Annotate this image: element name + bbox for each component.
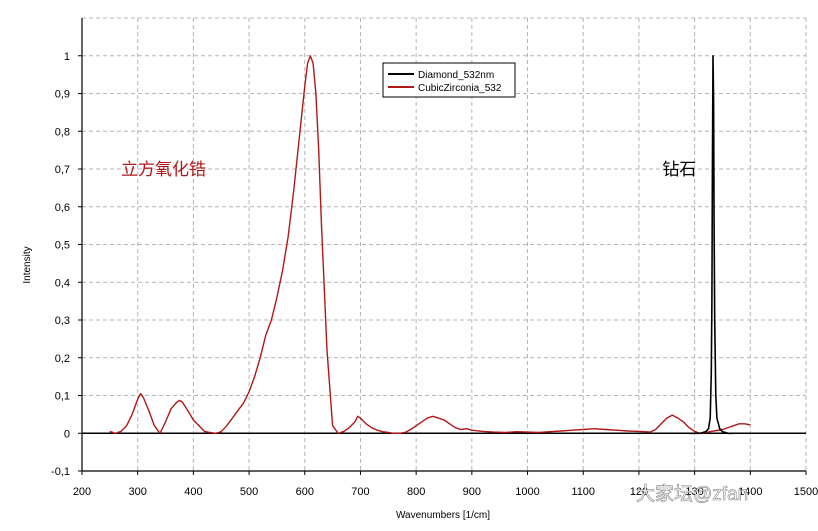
series-layer: [109, 55, 751, 435]
series-line-diamond: [689, 55, 734, 435]
legend-box: [382, 62, 516, 98]
x-axis-label: Wavenumbers [1/cm]: [396, 510, 490, 521]
y-tick-label: 0,5: [55, 240, 70, 252]
annotation-cubic-zirconia: 立方氧化锆: [121, 160, 206, 179]
y-tick-label: 0,9: [55, 89, 70, 101]
series-line-cubic-zirconia: [109, 55, 751, 434]
tick-labels: 200 300 400 500 600 700 800 900 1000 1100 120 130 14…: [51, 51, 818, 498]
x-tick-label: 120: [630, 486, 648, 498]
x-tick-label: 500: [240, 486, 258, 498]
y-tick-label: 0,8: [55, 126, 70, 138]
y-tick-label: 1: [64, 51, 70, 63]
y-tick-label: 0,7: [55, 164, 70, 176]
x-tick-label: 600: [296, 486, 314, 498]
y-tick-label: 0,2: [55, 353, 70, 365]
y-tick-label: 0,3: [55, 315, 70, 327]
legend-label-cubic-zirconia: CubicZirconia_532: [418, 83, 502, 94]
axes: [78, 18, 807, 475]
legend-label-diamond: Diamond_532nm: [418, 70, 494, 81]
y-tick-label: 0,6: [55, 202, 70, 214]
y-tick-label: 0,4: [55, 277, 70, 289]
y-tick-label: 0,1: [55, 391, 70, 403]
x-tick-label: 400: [184, 486, 202, 498]
annotation-diamond: 钻石: [662, 160, 696, 179]
x-tick-label: 900: [463, 486, 481, 498]
y-axis-label: Intensity: [22, 246, 33, 283]
x-tick-label: 700: [351, 486, 369, 498]
y-tick-label: -0,1: [51, 466, 70, 478]
legend: Diamond_532nm CubicZirconia_532: [382, 62, 516, 98]
watermark: 大家坛@zfan: [636, 483, 748, 505]
y-tick-label: 0: [64, 428, 70, 440]
x-tick-label: 130: [685, 486, 703, 498]
x-tick-label: 1000: [515, 486, 539, 498]
x-tick-label: 1500: [794, 486, 818, 498]
x-tick-label: 1100: [571, 486, 595, 498]
x-tick-label: 800: [407, 486, 425, 498]
x-tick-label: 1400: [738, 486, 762, 498]
x-tick-label: 300: [129, 486, 147, 498]
x-tick-label: 200: [73, 486, 91, 498]
